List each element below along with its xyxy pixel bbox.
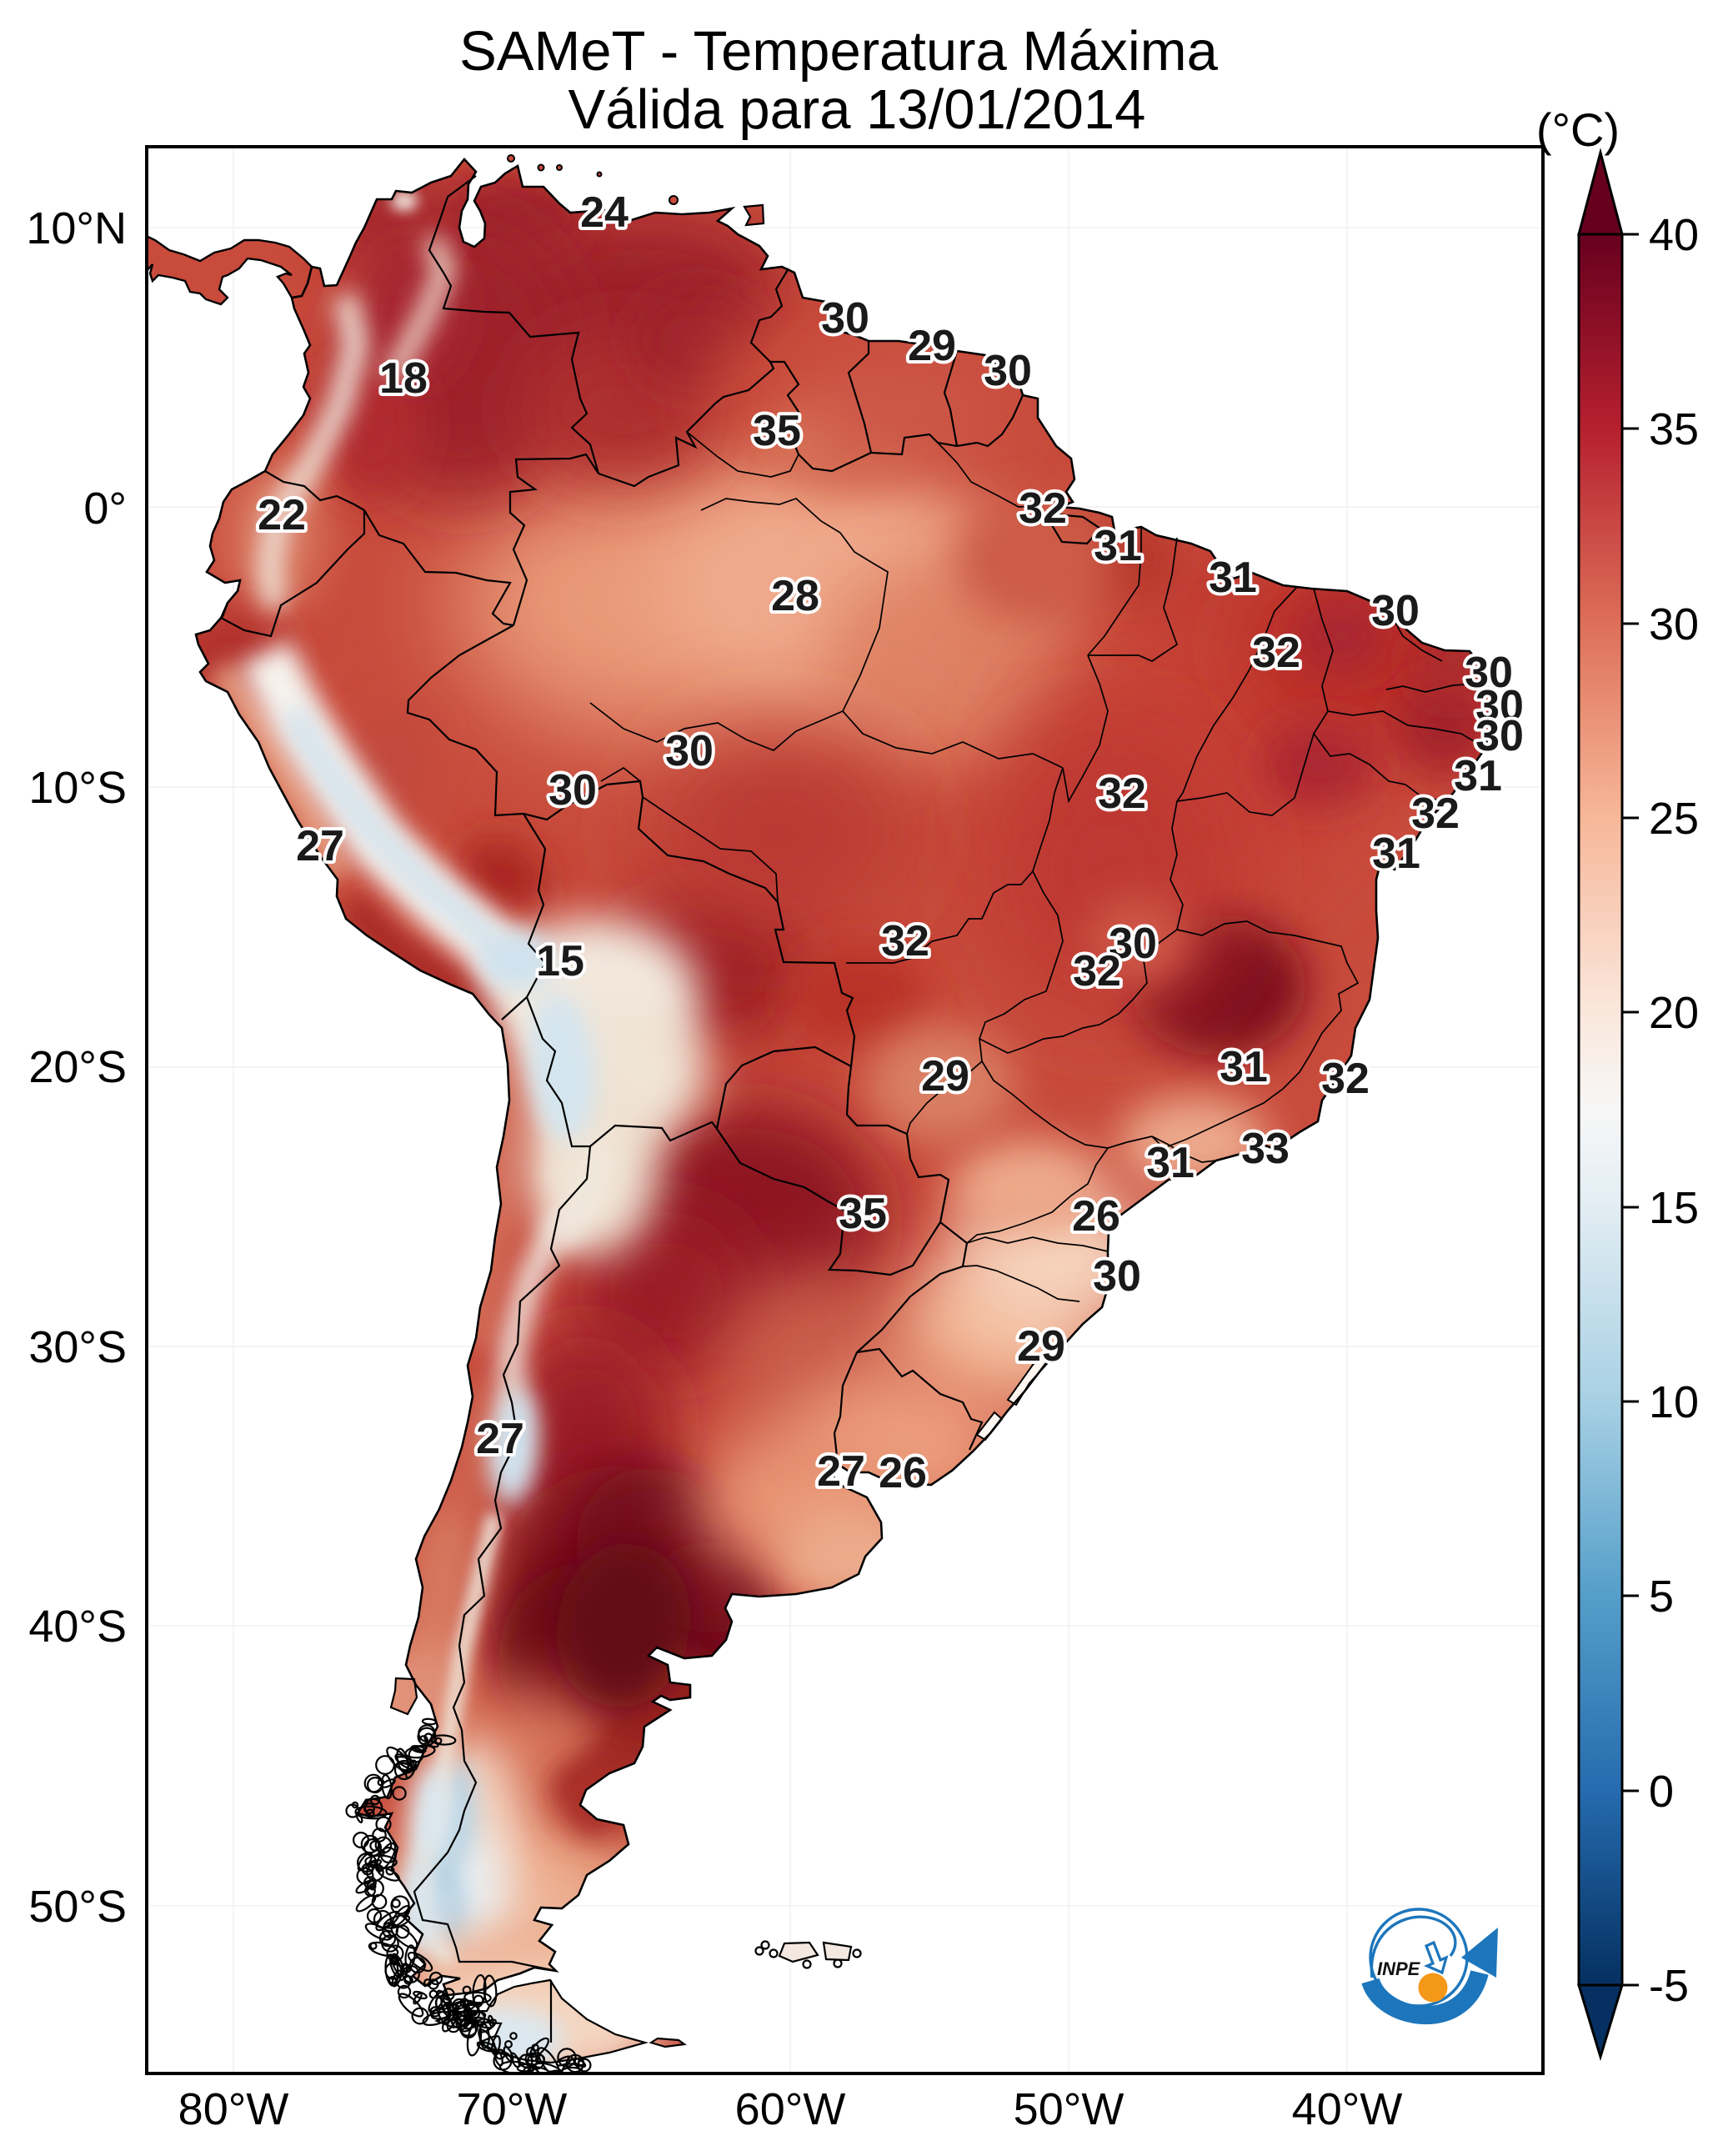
svg-text:26: 26 [879,1449,927,1497]
svg-text:30: 30 [984,347,1032,395]
svg-text:0: 0 [1649,1767,1674,1817]
svg-text:30: 30 [1475,682,1524,730]
svg-text:40°W: 40°W [1292,2084,1403,2134]
svg-text:32: 32 [1098,770,1146,818]
svg-text:35: 35 [1649,404,1699,454]
svg-text:30: 30 [548,766,597,815]
svg-text:30: 30 [1465,649,1513,697]
svg-text:80°W: 80°W [178,2084,289,2134]
svg-text:27: 27 [476,1415,524,1463]
svg-text:27: 27 [817,1447,865,1496]
svg-text:SAMeT - Temperatura Máxima: SAMeT - Temperatura Máxima [459,20,1219,83]
svg-text:15: 15 [1649,1183,1699,1233]
svg-text:33: 33 [1241,1125,1290,1173]
svg-text:(°C): (°C) [1536,103,1620,156]
svg-text:31: 31 [1094,522,1142,570]
svg-text:10°S: 10°S [28,763,127,813]
svg-text:INPE: INPE [1377,1958,1421,1979]
svg-text:31: 31 [1209,554,1257,602]
svg-text:5: 5 [1649,1572,1674,1622]
svg-text:0°: 0° [83,484,127,534]
svg-text:40°S: 40°S [28,1602,127,1652]
svg-text:28: 28 [771,572,819,620]
svg-text:24: 24 [580,188,629,237]
svg-text:20°S: 20°S [28,1042,127,1092]
svg-text:31: 31 [1454,752,1502,800]
svg-text:29: 29 [908,322,956,370]
svg-text:40: 40 [1649,210,1699,260]
svg-text:32: 32 [1073,947,1121,995]
svg-text:29: 29 [921,1052,969,1101]
svg-text:29: 29 [1017,1322,1065,1371]
svg-text:-5: -5 [1649,1961,1689,2011]
svg-text:30°S: 30°S [28,1322,127,1372]
svg-text:30: 30 [1109,920,1157,968]
svg-text:60°W: 60°W [735,2084,846,2134]
svg-text:15: 15 [536,937,584,985]
svg-text:30: 30 [1371,587,1420,635]
svg-text:30: 30 [1475,712,1524,760]
svg-text:32: 32 [1411,790,1460,838]
svg-text:70°W: 70°W [457,2084,568,2134]
svg-text:30: 30 [821,294,869,343]
svg-text:50°W: 50°W [1014,2084,1124,2134]
svg-text:30: 30 [1093,1252,1141,1301]
svg-text:30: 30 [665,727,714,775]
svg-text:32: 32 [881,917,929,965]
svg-text:31: 31 [1372,830,1420,878]
svg-text:27: 27 [296,822,344,870]
svg-text:10: 10 [1649,1377,1699,1427]
svg-text:31: 31 [1220,1043,1268,1091]
svg-text:10°N: 10°N [26,203,127,253]
svg-text:26: 26 [1072,1192,1120,1241]
svg-text:32: 32 [1321,1055,1370,1103]
svg-text:22: 22 [258,491,306,539]
svg-text:35: 35 [839,1190,887,1238]
svg-text:18: 18 [379,354,428,403]
svg-text:35: 35 [753,407,801,455]
svg-text:32: 32 [1252,629,1300,677]
svg-text:20: 20 [1649,988,1699,1038]
svg-text:32: 32 [1019,484,1067,533]
svg-text:25: 25 [1649,794,1699,844]
svg-text:31: 31 [1146,1139,1195,1187]
svg-text:30: 30 [1649,599,1699,649]
svg-text:Válida para 13/01/2014: Válida para 13/01/2014 [568,78,1146,141]
svg-text:50°S: 50°S [28,1882,127,1932]
